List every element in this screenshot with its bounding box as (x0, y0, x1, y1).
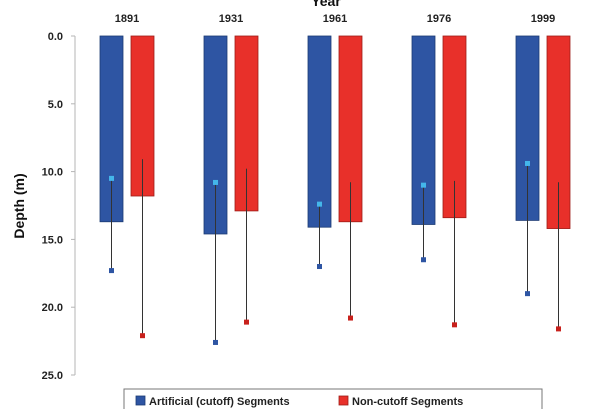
range-max-marker (244, 319, 249, 325)
range-max-marker (452, 322, 457, 328)
range-max-marker (348, 315, 353, 321)
range-min-marker (244, 163, 249, 169)
y-tick-label: 25.0 (42, 370, 63, 382)
category-label: 1999 (531, 13, 555, 25)
category-label: 1961 (323, 13, 347, 25)
range-min-marker (452, 175, 457, 181)
category-label: 1931 (219, 13, 243, 25)
legend-label-non-cutoff: Non-cutoff Segments (352, 396, 463, 408)
category-labels: 1891 1931 1961 1976 1999 (115, 13, 555, 25)
y-axis-ticks: 0.0 5.0 10.0 15.0 20.0 25.0 (42, 31, 75, 382)
x-axis-title: Year (311, 0, 341, 9)
legend-swatch-artificial (135, 395, 146, 406)
range-max-marker (109, 268, 114, 274)
range-max-marker (421, 257, 426, 263)
range-min-marker (556, 177, 561, 183)
range-max-marker (140, 333, 145, 339)
legend-box (123, 388, 543, 409)
legend-swatch-non-cutoff (338, 395, 349, 406)
y-tick-label: 15.0 (42, 234, 63, 246)
range-min-marker (348, 177, 353, 183)
y-tick-label: 20.0 (42, 302, 63, 314)
y-tick-label: 10.0 (42, 167, 63, 179)
range-min-marker (109, 175, 114, 181)
category-label: 1891 (115, 13, 139, 25)
y-tick-label: 5.0 (48, 99, 63, 111)
legend: Artificial (cutoff) Segments Non-cutoff … (123, 388, 543, 409)
legend-label-artificial: Artificial (cutoff) Segments (149, 396, 290, 408)
y-axis-title: Depth (m) (11, 173, 27, 238)
range-min-marker (140, 154, 145, 160)
range-max-marker (525, 291, 530, 297)
range-max-marker (213, 339, 218, 345)
range-min-marker (525, 160, 530, 166)
bar-artificial (307, 35, 332, 228)
range-max-marker (556, 326, 561, 332)
range-min-marker (421, 182, 426, 188)
category-label: 1976 (427, 13, 451, 25)
range-max-marker (317, 264, 322, 270)
y-tick-label: 0.0 (48, 31, 63, 43)
bars (99, 35, 571, 235)
range-min-marker (317, 201, 322, 207)
range-min-marker (213, 179, 218, 185)
range-whiskers (109, 154, 561, 345)
